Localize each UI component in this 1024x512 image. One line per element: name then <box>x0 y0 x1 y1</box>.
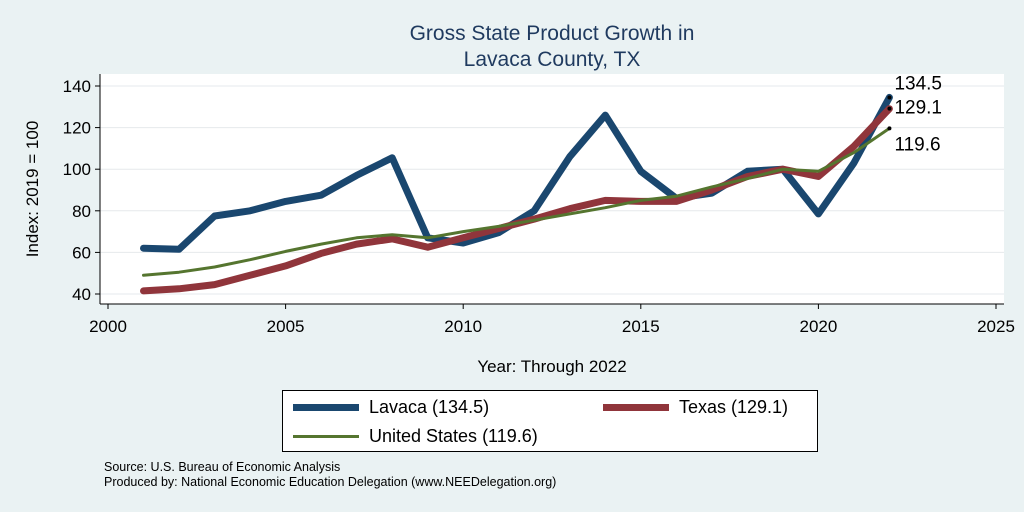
source-line: Source: U.S. Bureau of Economic Analysis <box>104 460 341 474</box>
y-tick-label: 80 <box>72 202 91 221</box>
x-tick-label: 2010 <box>444 317 482 336</box>
legend-label-texas: Texas (129.1) <box>679 397 789 417</box>
y-tick-label: 60 <box>72 243 91 262</box>
source-note: Source: U.S. Bureau of Economic Analysis… <box>104 460 556 490</box>
y-tick-label: 120 <box>63 119 91 138</box>
series-group <box>140 93 893 295</box>
end-value-label: 119.6 <box>894 134 940 155</box>
legend-item-texas: Texas (129.1) <box>603 397 788 418</box>
legend-swatch-united-states <box>293 435 359 438</box>
y-tick-label: 100 <box>63 160 91 179</box>
end-marker <box>887 106 892 111</box>
legend-label-lavaca: Lavaca (134.5) <box>369 397 490 417</box>
x-tick-label: 2020 <box>799 317 837 336</box>
legend-swatch-texas <box>603 404 669 411</box>
y-tick-label: 140 <box>63 77 91 96</box>
legend: Lavaca (134.5) Texas (129.1) United Stat… <box>282 390 818 452</box>
end-value-label: 129.1 <box>894 98 942 119</box>
end-value-label: 134.5 <box>894 73 942 94</box>
legend-item-united-states: United States (119.6) <box>293 426 538 447</box>
produced-by-line: Produced by: National Economic Education… <box>104 475 557 489</box>
end-marker <box>887 126 892 131</box>
legend-item-lavaca: Lavaca (134.5) <box>293 397 489 418</box>
axes: 40 60 80 100 120 140 2000 2005 2010 2015 2020 2025 <box>63 74 1015 336</box>
x-tick-label: 2000 <box>89 317 127 336</box>
x-tick-label: 2005 <box>267 317 305 336</box>
end-labels: 134.5 129.1 119.6 <box>887 73 942 155</box>
y-axis-title: Index: 2019 = 100 <box>23 121 42 258</box>
x-tick-label: 2015 <box>622 317 660 336</box>
chart-title-line-1: Gross State Product Growth in <box>410 22 695 45</box>
chart-title-line-2: Lavaca County, TX <box>464 48 641 71</box>
legend-label-united-states: United States (119.6) <box>369 426 538 446</box>
legend-swatch-lavaca <box>293 404 359 411</box>
end-marker <box>887 95 892 100</box>
series-line-united-states <box>142 126 891 277</box>
x-tick-label: 2025 <box>977 317 1015 336</box>
y-tick-label: 40 <box>72 285 91 304</box>
x-axis-title: Year: Through 2022 <box>477 357 626 376</box>
